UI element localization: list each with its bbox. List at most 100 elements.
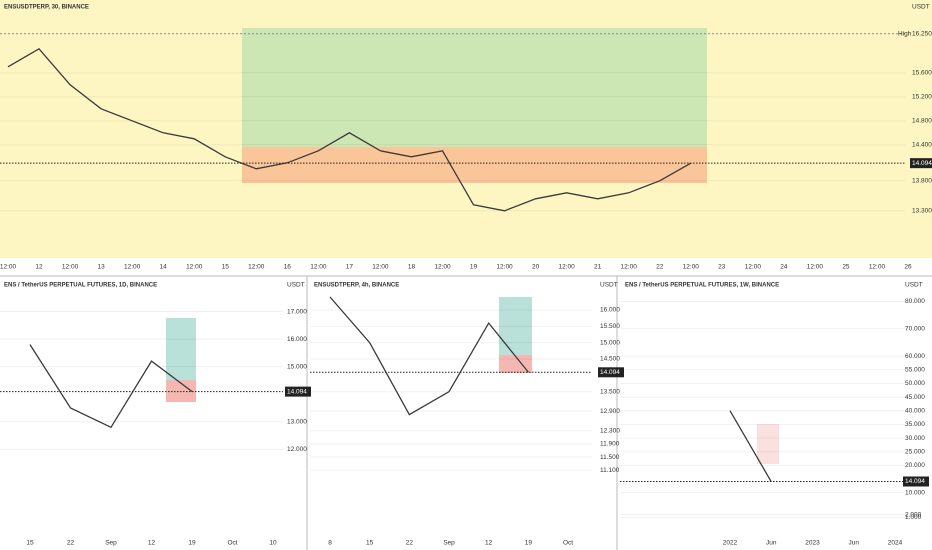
x-tick-label: Sep: [105, 540, 117, 547]
y-tick-label: 11.500: [600, 454, 620, 461]
last-price-label: 14.094: [912, 160, 932, 167]
y-tick-label: 1.000: [905, 514, 922, 521]
y-tick-label: 12.900: [600, 408, 620, 415]
y-tick-label: 15.500: [600, 323, 620, 330]
x-tick-label: 12:00: [0, 264, 17, 271]
last-price-box: [285, 386, 311, 397]
y-tick-label: 14.800: [912, 118, 932, 125]
price-line: [729, 410, 772, 483]
y-tick-label: 55.000: [905, 366, 925, 373]
x-tick-label: 22: [406, 540, 414, 547]
chart-title: ENSUSDTPERP, 30, BINANCE: [4, 5, 89, 11]
y-tick-label: 15.600: [912, 70, 932, 77]
x-tick-label: 12:00: [621, 264, 638, 271]
y-tick-label: 12.000: [287, 446, 307, 453]
x-tick-label: 23: [718, 264, 726, 271]
x-tick-label: 12:00: [745, 264, 762, 271]
y-tick-label: 70.000: [905, 325, 925, 332]
chart-title: ENS / TetherUS PERPETUAL FUTURES, 1D, BI…: [4, 283, 157, 289]
y-tick-label: 13.300: [912, 208, 932, 215]
y-tick-label: 13.800: [912, 178, 932, 185]
x-tick-label: 17: [346, 264, 354, 271]
x-tick-label: 16: [284, 264, 292, 271]
x-tick-label: 24: [780, 264, 788, 271]
axis-unit: USDT: [912, 4, 930, 11]
x-tick-label: 12:00: [62, 264, 79, 271]
last-price-label: 14.094: [287, 388, 307, 395]
y-tick-label: 40.000: [905, 407, 925, 414]
y-tick-label: 12.300: [600, 428, 620, 435]
high-label: High: [898, 31, 912, 38]
x-tick-label: Oct: [563, 540, 573, 547]
stop-zone: [242, 147, 707, 183]
y-tick-label: 35.000: [905, 421, 925, 428]
x-tick-label: 14: [160, 264, 168, 271]
x-tick-label: 19: [188, 540, 196, 547]
x-tick-label: 12:00: [869, 264, 886, 271]
x-tick-label: 12:00: [434, 264, 451, 271]
x-tick-label: 19: [470, 264, 478, 271]
x-tick-label: 12:00: [124, 264, 141, 271]
x-tick-label: 2023: [805, 540, 820, 547]
price-line: [7, 47, 692, 212]
y-tick-label: 11.100: [600, 467, 620, 474]
y-tick-label: 11.900: [600, 441, 620, 448]
price-line: [29, 344, 193, 429]
y-tick-label: 45.000: [905, 394, 925, 401]
x-tick-label: 20: [532, 264, 540, 271]
x-tick-label: 15: [366, 540, 374, 547]
x-tick-label: 12:00: [558, 264, 575, 271]
y-tick-label: 25.000: [905, 448, 925, 455]
target-zone: [499, 297, 532, 355]
x-tick-label: 12:00: [310, 264, 327, 271]
chart-title: ENSUSDTPERP, 4h, BINANCE: [314, 283, 399, 289]
x-tick-label: 10: [269, 540, 277, 547]
x-tick-label: 12: [485, 540, 493, 547]
x-tick-label: 8: [328, 540, 332, 547]
y-tick-label: 15.200: [912, 94, 932, 101]
stop-zone: [499, 355, 532, 373]
x-tick-label: 12:00: [372, 264, 389, 271]
x-tick-label: 15: [222, 264, 230, 271]
x-tick-label: 21: [594, 264, 602, 271]
x-tick-label: 12: [148, 540, 156, 547]
x-tick-label: 22: [656, 264, 664, 271]
x-tick-label: 12:00: [248, 264, 265, 271]
y-tick-label: 20.000: [905, 462, 925, 469]
x-tick-label: 13: [97, 264, 105, 271]
x-tick-label: Jun: [849, 540, 860, 547]
zone: [757, 424, 779, 464]
y-tick-label: 2.000: [905, 511, 922, 518]
y-tick-label: 15.000: [287, 363, 307, 370]
axis-unit: USDT: [287, 282, 305, 289]
y-tick-label: 10.000: [905, 489, 925, 496]
x-tick-label: 22: [67, 540, 75, 547]
x-tick-label: 2022: [723, 540, 738, 547]
x-tick-label: 18: [408, 264, 416, 271]
x-tick-label: 26: [904, 264, 912, 271]
x-tick-label: Jun: [766, 540, 777, 547]
high-value: 16.250: [912, 31, 932, 38]
x-tick-label: 2024: [888, 540, 903, 547]
y-tick-label: 80.000: [905, 298, 925, 305]
y-tick-label: 17.000: [287, 308, 307, 315]
price-line: [329, 296, 529, 416]
stop-zone: [166, 380, 196, 402]
target-zone: [242, 28, 707, 147]
y-tick-label: 16.000: [600, 307, 620, 314]
y-tick-label: 60.000: [905, 353, 925, 360]
last-price-box: [598, 367, 624, 378]
x-tick-label: 19: [525, 540, 533, 547]
y-tick-label: 13.500: [600, 388, 620, 395]
x-tick-label: 25: [842, 264, 850, 271]
y-tick-label: 50.000: [905, 380, 925, 387]
axis-unit: USDT: [905, 282, 923, 289]
y-tick-label: 14.500: [600, 356, 620, 363]
chart-title: ENS / TetherUS PERPETUAL FUTURES, 1W, BI…: [625, 283, 779, 289]
y-tick-label: 14.400: [912, 142, 932, 149]
last-price-label: 14.094: [905, 478, 925, 485]
last-price-label: 14.094: [600, 369, 620, 376]
x-tick-label: 12:00: [496, 264, 513, 271]
x-tick-label: 12: [35, 264, 43, 271]
